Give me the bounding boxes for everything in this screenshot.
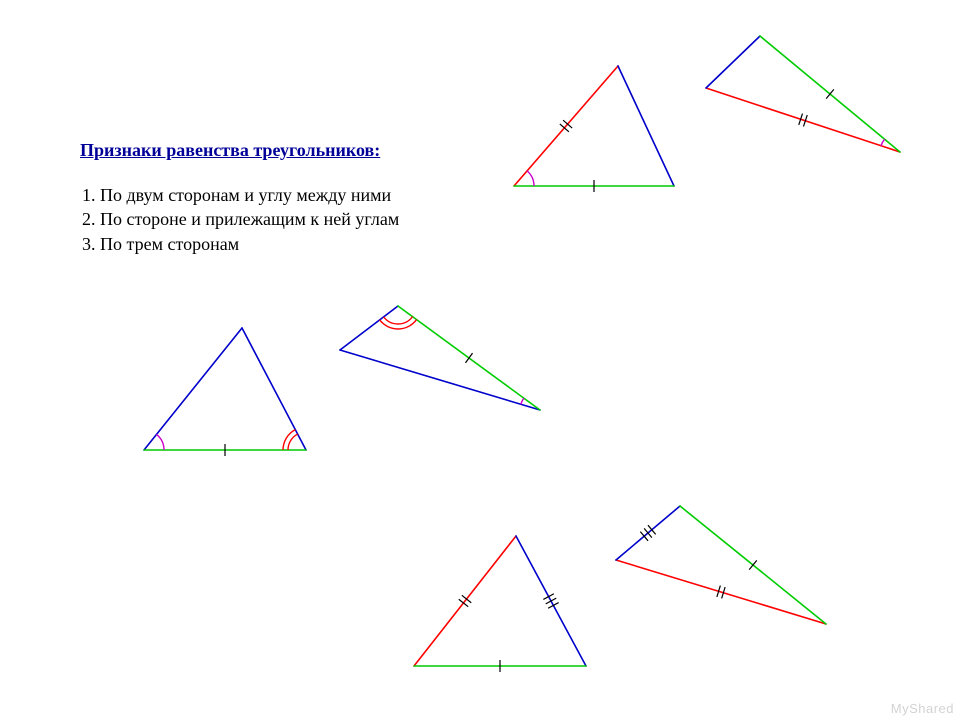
text-block: Признаки равенства треугольников: По дву… bbox=[80, 140, 500, 256]
triangle-diagram bbox=[330, 300, 560, 430]
triangle-diagram bbox=[130, 320, 330, 460]
triangle-diagram bbox=[400, 530, 610, 680]
criterion-2: По стороне и прилежащим к ней углам bbox=[100, 207, 500, 231]
criterion-3: По трем сторонам bbox=[100, 232, 500, 256]
triangle-diagram bbox=[610, 500, 840, 650]
criterion-1: По двум сторонам и углу между ними bbox=[100, 183, 500, 207]
heading: Признаки равенства треугольников: bbox=[80, 140, 500, 161]
criteria-list: По двум сторонам и углу между ними По ст… bbox=[80, 183, 500, 256]
triangle-diagram bbox=[700, 30, 920, 170]
watermark: MyShared bbox=[891, 701, 954, 716]
triangle-diagram bbox=[500, 60, 700, 200]
